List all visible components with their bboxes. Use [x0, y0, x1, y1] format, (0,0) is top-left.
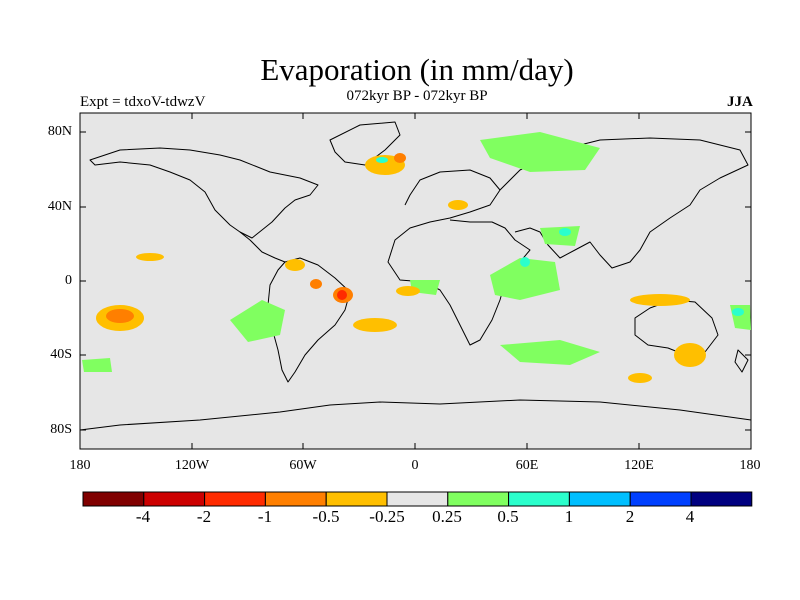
- strong-positive-anomaly-region: [520, 257, 530, 267]
- positive-anomaly-region: [480, 132, 600, 172]
- negative-anomaly-region: [285, 259, 305, 271]
- colorbar-swatch: [264, 491, 327, 507]
- colorbar-swatch: [568, 491, 631, 507]
- coastlines: [79, 121, 752, 431]
- negative-anomaly-region: [310, 279, 322, 289]
- colorbar-label: 2: [625, 507, 635, 526]
- x-tick-label: 180: [739, 458, 761, 473]
- colorbar-label: 0.25: [432, 507, 462, 526]
- negative-anomaly-region: [394, 153, 406, 163]
- positive-anomaly-region: [490, 258, 560, 300]
- colorbar-label: 1: [564, 507, 574, 526]
- negative-anomaly-region: [337, 290, 347, 300]
- strong-positive-anomaly-region: [376, 157, 388, 163]
- positive-anomaly-region: [540, 226, 580, 246]
- map-title: Evaporation (in mm/day): [260, 52, 574, 87]
- positive-anomaly-region: [230, 300, 285, 342]
- y-tick-label: 80S: [50, 422, 72, 437]
- colorbar-swatch: [82, 491, 145, 507]
- central-america-coast: [239, 231, 286, 263]
- negative-anomaly-region: [136, 253, 164, 261]
- negative-anomaly-region: [396, 286, 420, 296]
- colorbar-swatch: [204, 491, 266, 507]
- negative-anomaly-region: [353, 318, 397, 332]
- colorbar-label: 4: [685, 507, 695, 526]
- south-america-coast: [267, 257, 351, 383]
- x-tick-label: 60E: [515, 458, 539, 473]
- axis-ticks: [80, 113, 751, 449]
- season-label: JJA: [727, 94, 753, 110]
- colorbar-swatch: [386, 491, 449, 507]
- y-tick-label: 0: [65, 273, 72, 288]
- negative-anomaly-region: [628, 373, 652, 383]
- negative-anomaly-region: [448, 200, 468, 210]
- x-tick-label: 120W: [174, 458, 210, 473]
- colorbar-label: 0.5: [497, 507, 519, 526]
- colorbar-swatch: [325, 491, 388, 507]
- anomaly-patches: [82, 132, 751, 383]
- colorbar-swatch: [629, 491, 692, 507]
- colorbar-label: -4: [135, 507, 151, 526]
- x-tick-label: 60W: [289, 458, 317, 473]
- x-tick-label: 180: [69, 458, 91, 473]
- new-zealand-coast: [734, 349, 749, 373]
- asia-coast: [499, 137, 749, 269]
- positive-anomaly-region: [82, 358, 112, 372]
- negative-anomaly-region: [674, 343, 706, 367]
- colorbar-swatch: [143, 491, 206, 507]
- y-tick-label: 80N: [47, 124, 72, 139]
- strong-positive-anomaly-region: [559, 228, 571, 236]
- negative-anomaly-region: [106, 309, 134, 323]
- x-tick-label: 0: [411, 458, 419, 473]
- negative-anomaly-region: [630, 294, 690, 306]
- colorbar: [82, 491, 753, 507]
- strong-positive-anomaly-region: [732, 308, 744, 316]
- antarctica-coast: [79, 399, 752, 431]
- colorbar-label: -0.25: [369, 507, 405, 526]
- colorbar-swatch: [508, 491, 570, 507]
- colorbar-swatch: [447, 491, 510, 507]
- colorbar-swatch: [690, 491, 753, 507]
- colorbar-label: -0.5: [312, 507, 340, 526]
- y-tick-label: 40N: [47, 199, 72, 214]
- colorbar-label: -1: [257, 507, 273, 526]
- colorbar-label: -2: [196, 507, 212, 526]
- experiment-label: Expt = tdxoV-tdwzV: [80, 94, 206, 110]
- map-subtitle: 072kyr BP - 072kyr BP: [346, 88, 488, 104]
- positive-anomaly-region: [500, 340, 600, 365]
- north-america-coast: [89, 147, 319, 239]
- greenland-coast: [329, 121, 401, 166]
- x-tick-label: 120E: [624, 458, 654, 473]
- y-tick-label: 40S: [50, 347, 72, 362]
